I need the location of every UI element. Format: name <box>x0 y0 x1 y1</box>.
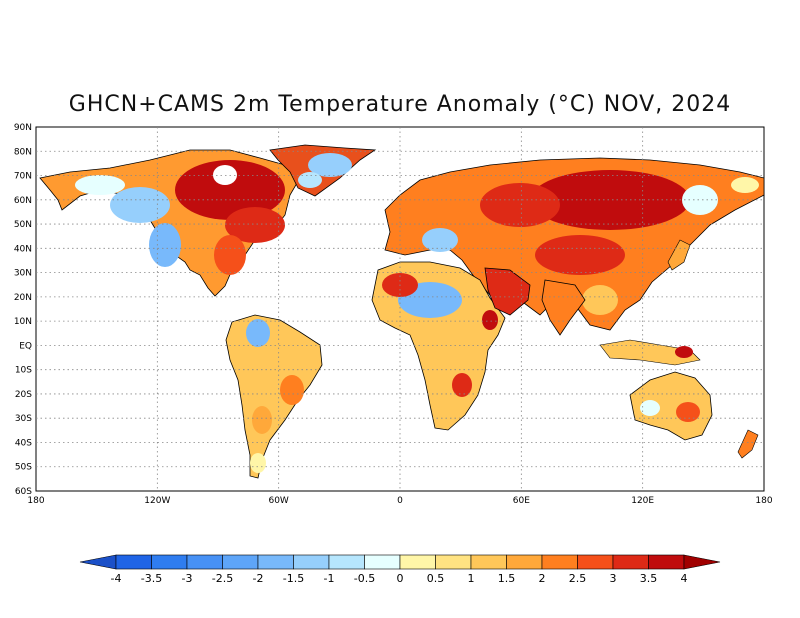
latitude-label: 30S <box>15 414 32 424</box>
longitude-labels: 180 120W 60W 0 60E 120E 180 <box>27 496 772 506</box>
colorbar-tick-label: 2.5 <box>569 572 587 585</box>
latitude-label: 10N <box>14 317 32 327</box>
colorbar-bin <box>648 554 685 570</box>
colorbar-low-arrow <box>79 554 117 570</box>
latitude-label: 70N <box>14 172 32 182</box>
colorbar-tick-label: -3 <box>182 572 193 585</box>
colorbar-bin <box>257 554 294 570</box>
colorbar-bin <box>364 554 401 570</box>
longitude-label: 120E <box>631 496 654 506</box>
colorbar-tick-label: 4 <box>681 572 688 585</box>
colorbar-tick-label: -1.5 <box>283 572 304 585</box>
colorbar-bin <box>506 554 543 570</box>
south-america-land <box>225 314 323 479</box>
colorbar-tick-label: 2 <box>539 572 546 585</box>
colorbar-tick-label: 3 <box>610 572 617 585</box>
latitude-labels: 90N 80N 70N 60N 50N 40N 30N 20N 10N EQ 10S 20S 30S 40… <box>14 123 32 497</box>
longitude-label: 120W <box>144 496 170 506</box>
colorbar-bin <box>115 554 152 570</box>
latitude-label: 50S <box>15 463 32 473</box>
latitude-label: 40N <box>14 244 32 254</box>
colorbar-tick-label: -3.5 <box>141 572 162 585</box>
colorbar-high-arrow <box>683 554 721 570</box>
colorbar-tick-label: 1 <box>468 572 475 585</box>
latitude-label: 50N <box>14 220 32 230</box>
latitude-label: 90N <box>14 123 32 133</box>
latitude-label: 20S <box>15 390 32 400</box>
india-land <box>541 279 586 336</box>
latitude-label: 80N <box>14 147 32 157</box>
colorbar-tick-label: -4 <box>111 572 122 585</box>
colorbar-tick-label: 1.5 <box>498 572 516 585</box>
latitude-label: 60S <box>15 487 32 497</box>
colorbar-tick-label: -2.5 <box>212 572 233 585</box>
new-zealand-land <box>737 429 759 459</box>
latitude-label: 60N <box>14 196 32 206</box>
colorbar-tick-label: -2 <box>253 572 264 585</box>
map-title: GHCN+CAMS 2m Temperature Anomaly (°C) NO… <box>68 92 732 117</box>
colorbar-tick-label: 0.5 <box>427 572 445 585</box>
colorbar-bin <box>577 554 614 570</box>
australia-land <box>629 371 713 441</box>
colorbar-tick-label: -0.5 <box>354 572 375 585</box>
colorbar: -4 -3.5 -3 -2.5 -2 -1.5 -1 -0.5 0 0.5 1 1.5 2 2.5 3 3.5… <box>79 554 721 585</box>
longitude-label: 60W <box>268 496 288 506</box>
land-anomaly-layer <box>39 144 764 479</box>
latitude-label: 40S <box>15 438 32 448</box>
longitude-label: 180 <box>27 496 44 506</box>
longitude-label: 180 <box>755 496 772 506</box>
colorbar-bin <box>435 554 472 570</box>
longitude-label: 0 <box>397 496 403 506</box>
colorbar-bin <box>541 554 578 570</box>
colorbar-bin <box>612 554 649 570</box>
colorbar-bin <box>151 554 188 570</box>
latitude-label: 30N <box>14 269 32 279</box>
longitude-label: 60E <box>513 496 530 506</box>
maritime-southeast-asia-land <box>599 339 701 366</box>
colorbar-bin <box>399 554 436 570</box>
colorbar-tick-label: -1 <box>324 572 335 585</box>
colorbar-tick-label: 0 <box>397 572 404 585</box>
colorbar-bin <box>470 554 507 570</box>
colorbar-bin <box>186 554 223 570</box>
latitude-label: EQ <box>19 341 32 351</box>
latitude-label: 20N <box>14 293 32 303</box>
colorbar-bin <box>328 554 365 570</box>
colorbar-tick-label: 3.5 <box>640 572 658 585</box>
colorbar-bin <box>222 554 259 570</box>
colorbar-bin <box>293 554 330 570</box>
latitude-label: 10S <box>15 366 32 376</box>
japan-land <box>667 239 691 271</box>
